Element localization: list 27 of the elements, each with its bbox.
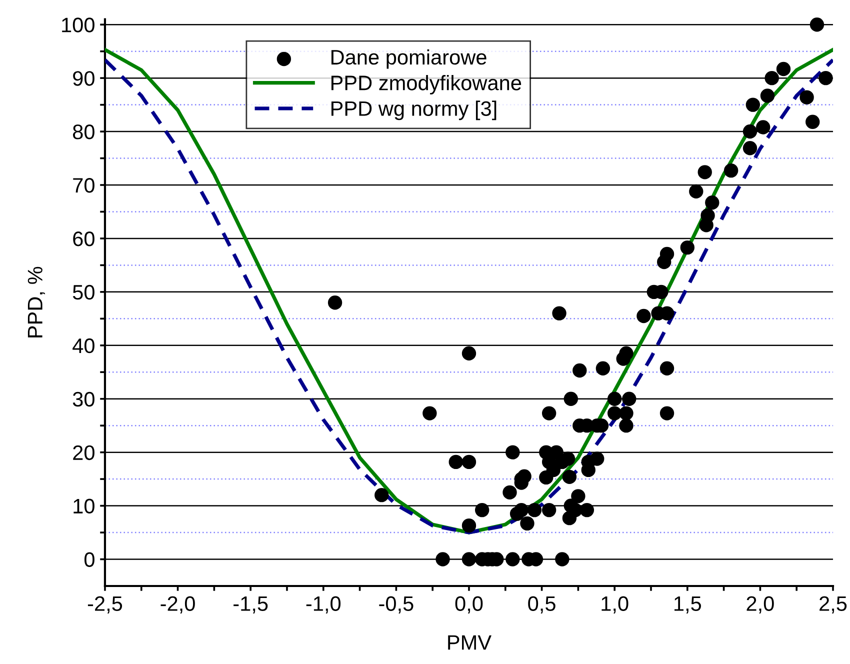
y-tick-label: 90 <box>73 71 94 86</box>
y-tick-label: 30 <box>72 392 94 407</box>
y-tick-label: 10 <box>74 498 94 514</box>
x-tick-label: 0,0 <box>455 596 483 614</box>
y-tick-label: 0 <box>84 552 94 567</box>
y-tick-label: 100 <box>62 18 94 32</box>
y-axis-title: PPD, % <box>28 266 45 338</box>
x-tick-label: -1,0 <box>306 596 341 614</box>
y-tick-label: 20 <box>73 445 94 460</box>
x-axis-title: PMV <box>448 635 492 650</box>
x-tick-label: 2,0 <box>746 596 774 614</box>
x-tick-label: 1,5 <box>674 596 702 614</box>
x-tick-label: -1,5 <box>234 596 268 614</box>
x-tick-label: 1,0 <box>602 596 628 614</box>
legend-label: PPD wg normy [3] <box>331 100 496 120</box>
y-tick-label: 80 <box>72 124 94 140</box>
y-tick-label: 70 <box>73 178 94 193</box>
x-tick-label: -0,5 <box>379 596 414 614</box>
x-tick-label: -2,5 <box>88 596 122 614</box>
legend-label: PPD zmodyfikowane <box>331 75 522 94</box>
x-tick-label: 0,5 <box>528 596 556 614</box>
y-tick-label: 40 <box>72 338 94 354</box>
y-tick-label: 60 <box>73 231 94 246</box>
x-tick-label: 2,5 <box>820 596 847 614</box>
x-tick-label: -2,0 <box>160 596 195 614</box>
y-tick-label: 50 <box>72 284 94 300</box>
legend-label: Dane pomiarowe <box>331 49 486 69</box>
